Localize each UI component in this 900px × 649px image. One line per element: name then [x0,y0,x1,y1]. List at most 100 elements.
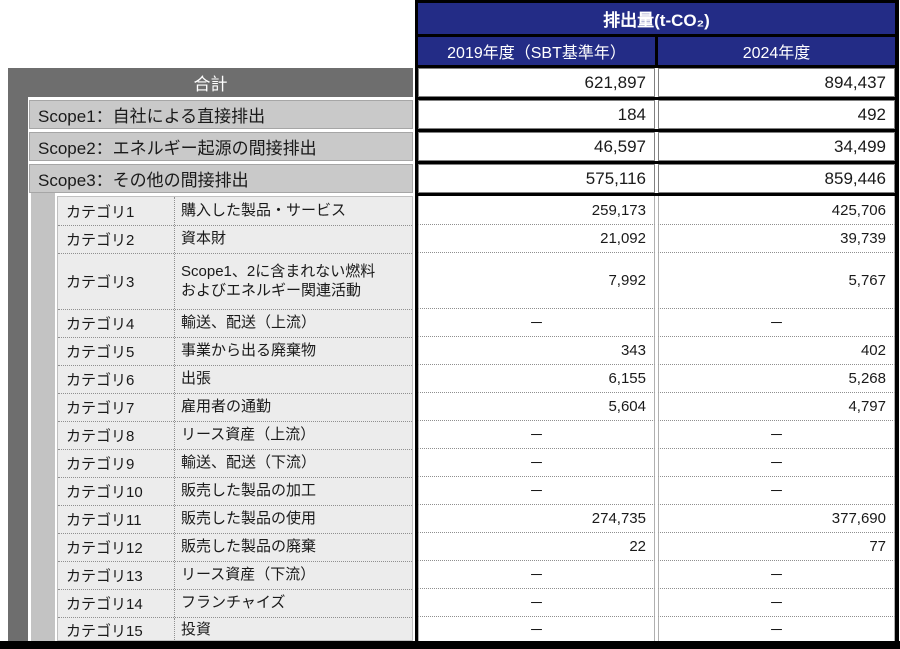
category-desc: 投資 [181,620,212,638]
value-cell: － [418,588,655,616]
value-cell: 425,706 [658,196,895,224]
value-cell: － [658,560,895,588]
category-row: カテゴリ15 投資 [58,617,412,640]
value-cell: － [658,448,895,476]
category-row: カテゴリ4 輸送、配送（上流） [58,309,412,337]
category-row: カテゴリ5 事業から出る廃棄物 [58,337,412,365]
column-divider [655,224,658,252]
column-divider [655,308,658,336]
scope2-row-label: Scope2：エネルギー起源の間接排出 [29,132,413,161]
column-header-2024: 2024年度 [658,37,895,65]
category-row: カテゴリ13 リース資産（下流） [58,561,412,589]
value-cell: 377,690 [658,504,895,532]
category-label: カテゴリ15 [58,618,175,640]
category-values-row: 21,092 39,739 [418,224,895,252]
value-cell: － [418,560,655,588]
category-values-row: 22 77 [418,532,895,560]
value-cell: － [418,616,655,641]
value-cell: 5,604 [418,392,655,420]
category-label: カテゴリ2 [58,226,175,253]
column-header-2019: 2019年度（SBT基準年） [418,37,655,65]
column-divider [655,616,658,641]
column-divider [655,504,658,532]
category-values-row: 5,604 4,797 [418,392,895,420]
category-desc: Scope1、2に含まれない燃料 およびエネルギー関連活動 [181,262,376,299]
category-row: カテゴリ9 輸送、配送（下流） [58,449,412,477]
category-desc: 購入した製品・サービス [181,201,347,219]
category-row: カテゴリ8 リース資産（上流） [58,421,412,449]
column-divider [655,196,658,224]
value-cell: 4,797 [658,392,895,420]
category-desc: 事業から出る廃棄物 [181,342,317,360]
category-desc: 販売した製品の使用 [181,510,317,528]
value-cell: 5,268 [658,364,895,392]
category-desc: 雇用者の通勤 [181,398,272,416]
column-divider [655,588,658,616]
value-cell: 46,597 [418,132,655,161]
column-divider [655,364,658,392]
value-cell: 39,739 [658,224,895,252]
total-indent-strip [8,97,28,641]
column-divider [655,560,658,588]
value-cell: 859,446 [658,164,895,193]
category-values-row: － － [418,448,895,476]
value-cell: － [418,448,655,476]
value-cell: 274,735 [418,504,655,532]
value-cell: 34,499 [658,132,895,161]
category-row: カテゴリ11 販売した製品の使用 [58,505,412,533]
values-title: 排出量(t-CO₂) [418,3,895,34]
column-divider [655,68,658,97]
category-values-row: 6,155 5,268 [418,364,895,392]
category-desc: リース資産（上流） [181,426,316,444]
category-row: カテゴリ7 雇用者の通勤 [58,393,412,421]
value-cell: 22 [418,532,655,560]
category-values-row: 274,735 377,690 [418,504,895,532]
total-row-label: 合計 [8,68,413,97]
category-desc: 販売した製品の廃棄 [181,538,317,556]
scope1-values-row: 184 492 [418,100,895,129]
category-label: カテゴリ8 [58,422,175,449]
scope3-values-row: 575,116 859,446 [418,164,895,193]
value-cell: 6,155 [418,364,655,392]
scope3-row-label: Scope3：その他の間接排出 [29,164,413,193]
column-divider [655,37,658,65]
column-divider [655,164,658,193]
value-cell: － [658,308,895,336]
category-values-row: 343 402 [418,336,895,364]
category-desc: 輸送、配送（上流） [181,314,317,332]
value-cell: － [658,616,895,641]
scope2-values-row: 46,597 34,499 [418,132,895,161]
column-divider [655,132,658,161]
category-label: カテゴリ5 [58,338,175,365]
category-label: カテゴリ9 [58,450,175,477]
category-desc: リース資産（下流） [181,566,316,584]
value-cell: － [658,420,895,448]
total-values-row: 621,897 894,437 [418,68,895,97]
category-values-row: － － [418,420,895,448]
value-cell: － [418,308,655,336]
category-desc: 輸送、配送（下流） [181,454,317,472]
values-table: 排出量(t-CO₂) 2019年度（SBT基準年） 2024年度 621,897… [415,0,899,649]
value-cell: 5,767 [658,252,895,308]
value-cell: 7,992 [418,252,655,308]
category-label: カテゴリ6 [58,366,175,393]
category-list: カテゴリ1 購入した製品・サービス カテゴリ2 資本財 カテゴリ3 Scope1… [57,196,413,641]
category-values-row: 259,173 425,706 [418,196,895,224]
category-label: カテゴリ1 [58,197,175,225]
value-cell: － [658,476,895,504]
category-desc: 出張 [181,370,212,388]
value-cell: 184 [418,100,655,129]
category-desc: 販売した製品の加工 [181,482,317,500]
category-values-row: 7,992 5,767 [418,252,895,308]
value-cell: 894,437 [658,68,895,97]
value-cell: 621,897 [418,68,655,97]
category-values-row: － － [418,308,895,336]
category-row: カテゴリ2 資本財 [58,225,412,253]
scope3-indent-strip [31,193,55,641]
column-divider [655,448,658,476]
value-cell: 259,173 [418,196,655,224]
category-label: カテゴリ11 [58,506,175,533]
column-divider [655,100,658,129]
column-header-row: 2019年度（SBT基準年） 2024年度 [418,37,895,65]
category-values-row: － － [418,560,895,588]
